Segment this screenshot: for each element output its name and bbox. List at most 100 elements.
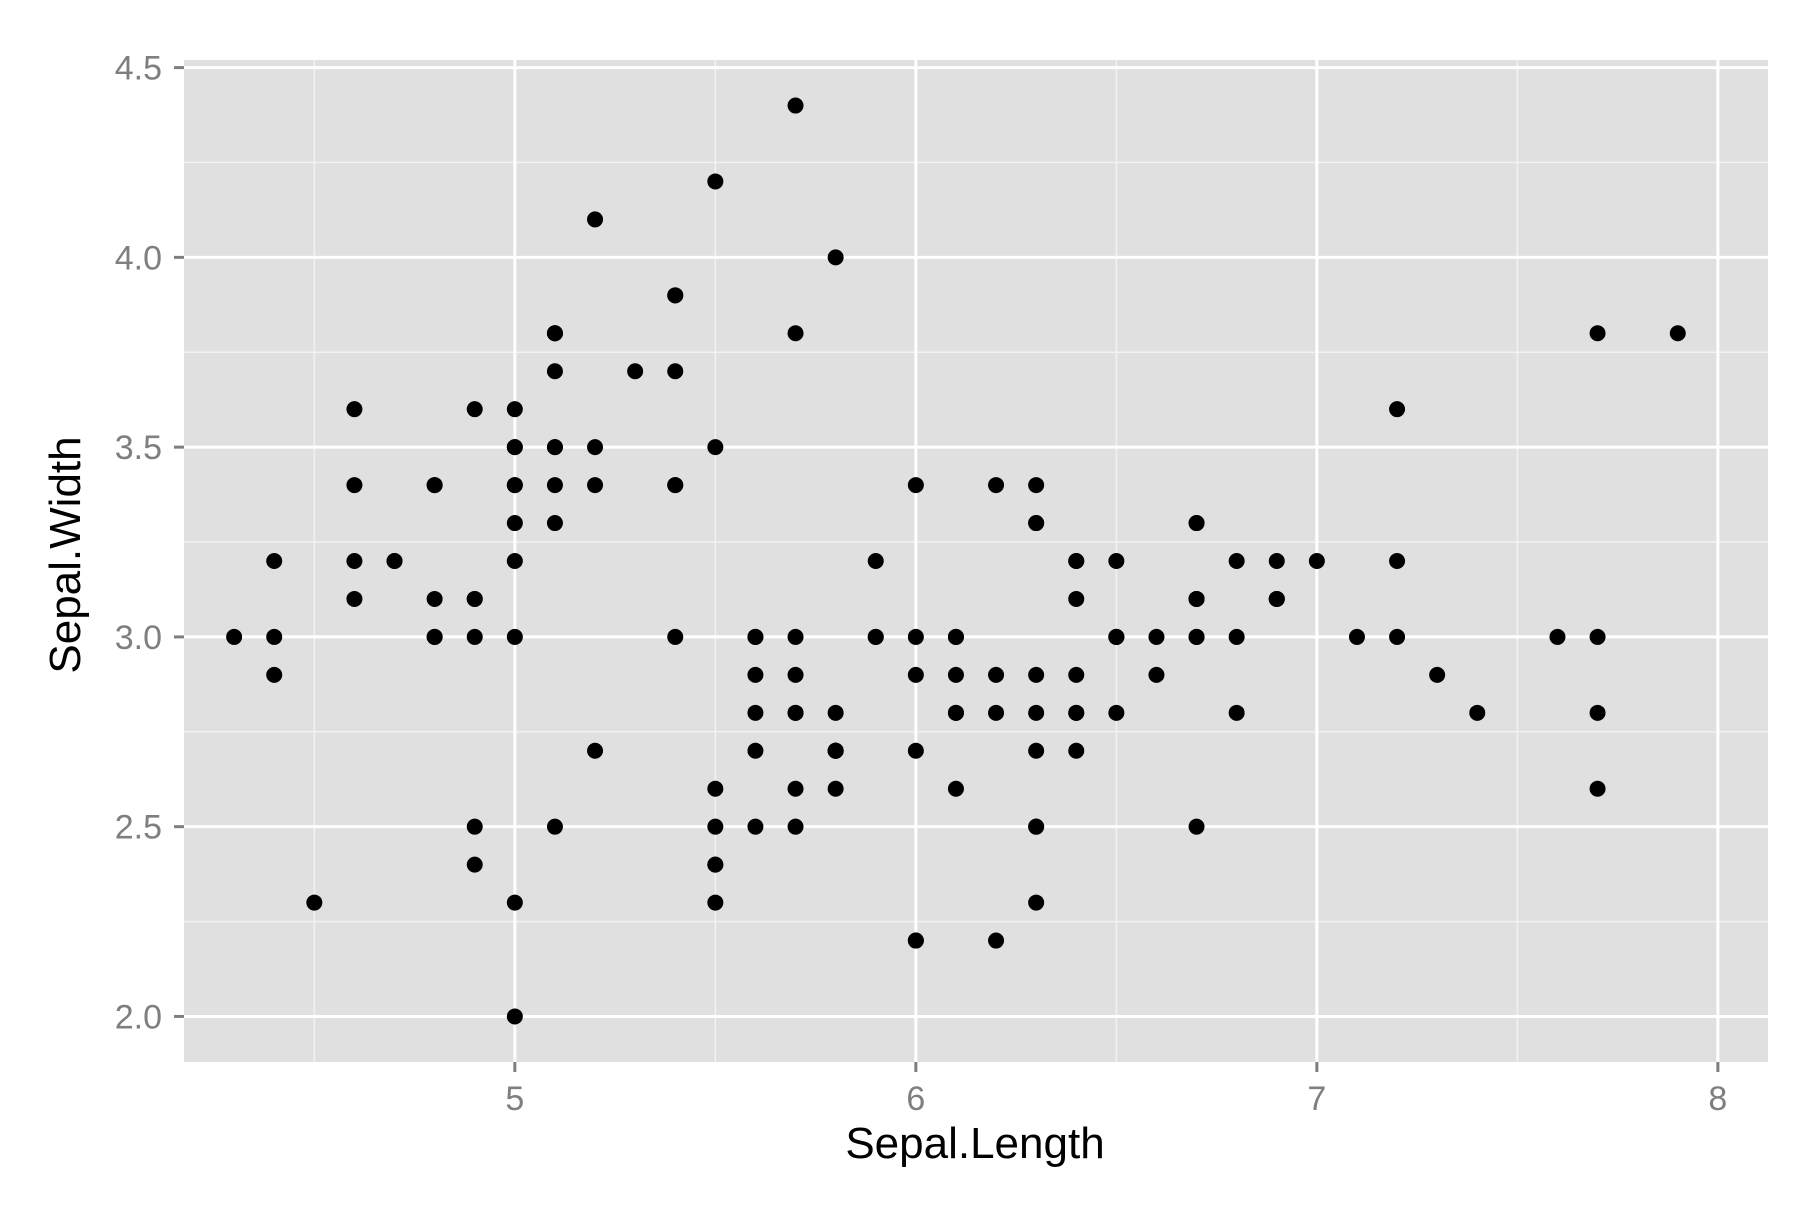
data-point [827,249,844,266]
data-point [1348,628,1365,645]
data-point [546,325,563,342]
data-point [426,628,443,645]
data-point [1148,628,1165,645]
data-point [1549,628,1566,645]
data-point [1108,704,1125,721]
y-tick-label: 2.0 [115,998,162,1036]
data-point [1148,666,1165,683]
data-point [747,666,764,683]
data-point [827,780,844,797]
y-tick-label: 2.5 [115,809,162,847]
data-point [1268,553,1285,569]
data-point [506,1008,523,1025]
data-point [787,704,804,721]
data-point [1108,553,1125,569]
y-tick-label: 4.0 [115,239,162,277]
x-tick-label: 5 [505,1080,524,1118]
data-point [587,477,604,494]
data-point [1228,553,1245,569]
data-point [787,97,804,114]
data-point [747,628,764,645]
data-point [1389,553,1406,569]
data-point [546,477,563,494]
data-point [1389,628,1406,645]
data-point [1429,666,1446,683]
data-point [907,666,924,683]
data-point [346,477,363,494]
data-point [747,742,764,759]
data-point [787,325,804,342]
data-point [867,553,884,569]
data-point [426,477,443,494]
data-point [1068,742,1085,759]
data-point [426,590,443,607]
y-tick-label: 3.5 [115,429,162,467]
data-point [707,818,724,835]
data-point [907,628,924,645]
data-point [747,704,764,721]
data-point [787,628,804,645]
data-point [1228,704,1245,721]
plot-panel [184,60,1768,1062]
data-point [747,818,764,835]
data-point [787,818,804,835]
data-point [506,628,523,645]
data-point [466,628,483,645]
data-point [988,477,1005,494]
data-point [1308,553,1325,569]
data-point [1589,780,1606,797]
data-point [947,780,964,797]
data-point [1068,666,1085,683]
data-point [827,742,844,759]
data-point [707,780,724,797]
data-point [907,477,924,494]
data-point [947,628,964,645]
data-point [1028,666,1045,683]
x-tick-label: 8 [1708,1080,1727,1118]
x-axis: 5 6 7 8 [505,1062,1727,1118]
data-point [627,363,644,380]
data-point [867,628,884,645]
data-point [1188,590,1205,607]
data-point [707,856,724,873]
data-point [1268,590,1285,607]
panel-background [184,60,1768,1062]
data-point [1028,515,1045,532]
data-point [1589,325,1606,342]
data-point [466,590,483,607]
data-point [1589,628,1606,645]
y-tick-label: 4.5 [115,50,162,88]
data-point [506,477,523,494]
data-point [1028,894,1045,911]
data-point [787,666,804,683]
data-point [1188,628,1205,645]
data-point [1068,590,1085,607]
data-point [707,173,724,190]
data-point [386,553,403,569]
data-point [546,363,563,380]
data-point [1188,818,1205,835]
data-point [1188,515,1205,532]
data-point [988,932,1005,949]
data-point [346,401,363,418]
data-point [506,515,523,532]
x-axis-title: Sepal.Length [845,1119,1104,1168]
data-points [226,97,1686,1025]
data-point [988,666,1005,683]
data-point [546,515,563,532]
data-point [306,894,323,911]
data-point [988,704,1005,721]
data-point [1228,628,1245,645]
data-point [466,401,483,418]
data-point [506,894,523,911]
data-point [1389,401,1406,418]
data-point [587,439,604,456]
x-tick-label: 7 [1307,1080,1326,1118]
data-point [667,363,684,380]
data-point [667,628,684,645]
data-point [587,211,604,228]
data-point [226,628,243,645]
y-tick-label: 3.0 [115,619,162,657]
